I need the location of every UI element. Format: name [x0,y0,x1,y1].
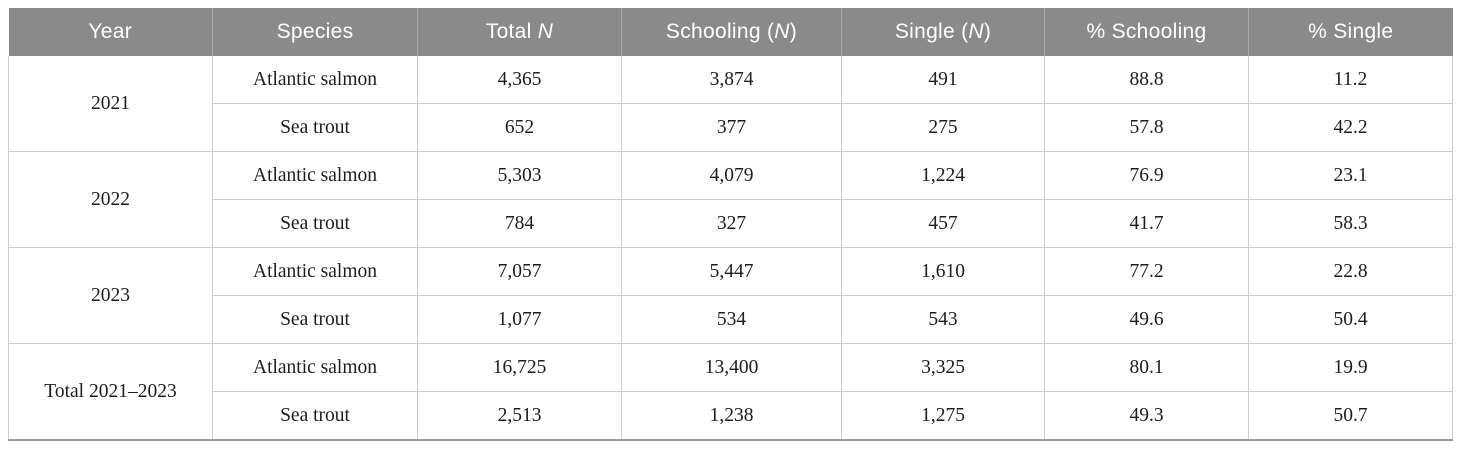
schooling-n-cell: 1,238 [621,391,842,441]
species-schooling-table: Year Species Total N Schooling (N) Single (N… [8,8,1453,441]
table-row: 2023 Atlantic salmon 7,057 5,447 1,610 77.2 22… [8,247,1453,344]
total-n-cell: 7,057 [417,247,622,296]
species-cell: Atlantic salmon [212,247,418,296]
table-row: Sea trout 784 327 457 41.7 58.3 [9,199,1453,248]
schooling-n-cell: 3,874 [621,56,842,104]
total-n-cell: 5,303 [417,151,622,200]
column-header-single-n: Single (N) [841,8,1045,56]
species-cell: Sea trout [212,103,418,152]
year-cell: 2021 [8,56,213,152]
year-cell: Total 2021–2023 [8,343,213,441]
table-row: 2021 Atlantic salmon 4,365 3,874 491 88.8 11.2 [8,56,1453,152]
table-row: Total 2021–2023 Atlantic salmon 16,725 13,4… [8,343,1453,441]
table-body: 2021 Atlantic salmon 4,365 3,874 491 88.8 11.2… [8,56,1453,441]
italic-n: N [537,20,554,43]
pct-schooling-cell: 57.8 [1044,103,1249,152]
pct-single-cell: 22.8 [1248,247,1453,296]
pct-single-cell: 11.2 [1248,56,1453,104]
pct-single-cell: 58.3 [1248,199,1453,248]
italic-n: N [774,20,790,43]
single-n-cell: 3,325 [841,343,1045,392]
species-cell: Atlantic salmon [212,56,418,104]
total-n-cell: 652 [417,103,622,152]
year-cell: 2022 [8,151,213,248]
header-row: Year Species Total N Schooling (N) Single (N… [8,8,1453,56]
pct-schooling-cell: 49.3 [1044,391,1249,441]
column-header-species: Species [212,8,418,56]
total-n-cell: 4,365 [417,56,622,104]
species-cell: Sea trout [212,199,418,248]
species-cell: Sea trout [212,295,418,344]
column-header-pct-schooling: % Schooling [1044,8,1249,56]
species-cell: Sea trout [212,391,418,441]
single-n-cell: 491 [841,56,1045,104]
results-table-container: Year Species Total N Schooling (N) Single (N… [8,8,1453,441]
single-n-cell: 1,610 [841,247,1045,296]
pct-schooling-cell: 76.9 [1044,151,1249,200]
column-header-schooling-n: Schooling (N) [621,8,842,56]
column-header-year: Year [8,8,213,56]
pct-single-cell: 23.1 [1248,151,1453,200]
schooling-n-cell: 5,447 [621,247,842,296]
column-header-total-n: Total N [417,8,622,56]
single-n-cell: 1,224 [841,151,1045,200]
pct-single-cell: 50.4 [1248,295,1453,344]
total-n-cell: 16,725 [417,343,622,392]
table-row: 2022 Atlantic salmon 5,303 4,079 1,224 76.9 23… [8,151,1453,248]
single-n-cell: 1,275 [841,391,1045,441]
total-n-cell: 1,077 [417,295,622,344]
single-n-cell: 543 [841,295,1045,344]
pct-single-cell: 42.2 [1248,103,1453,152]
pct-schooling-cell: 77.2 [1044,247,1249,296]
schooling-n-cell: 13,400 [621,343,842,392]
table-row: Sea trout 1,077 534 543 49.6 50.4 [9,295,1453,344]
table-row: Sea trout 652 377 275 57.8 42.2 [9,103,1453,152]
single-n-cell: 275 [841,103,1045,152]
schooling-n-cell: 327 [621,199,842,248]
pct-single-cell: 19.9 [1248,343,1453,392]
schooling-n-cell: 4,079 [621,151,842,200]
pct-schooling-cell: 80.1 [1044,343,1249,392]
pct-schooling-cell: 49.6 [1044,295,1249,344]
italic-n: N [968,20,984,43]
species-cell: Atlantic salmon [212,343,418,392]
single-n-cell: 457 [841,199,1045,248]
pct-schooling-cell: 88.8 [1044,56,1249,104]
column-header-pct-single: % Single [1248,8,1453,56]
table-header: Year Species Total N Schooling (N) Single (N… [8,8,1453,56]
year-cell: 2023 [8,247,213,344]
pct-schooling-cell: 41.7 [1044,199,1249,248]
species-cell: Atlantic salmon [212,151,418,200]
total-n-cell: 784 [417,199,622,248]
schooling-n-cell: 377 [621,103,842,152]
table-row: Sea trout 2,513 1,238 1,275 49.3 50.7 [9,391,1453,441]
total-n-cell: 2,513 [417,391,622,441]
pct-single-cell: 50.7 [1248,391,1453,441]
schooling-n-cell: 534 [621,295,842,344]
